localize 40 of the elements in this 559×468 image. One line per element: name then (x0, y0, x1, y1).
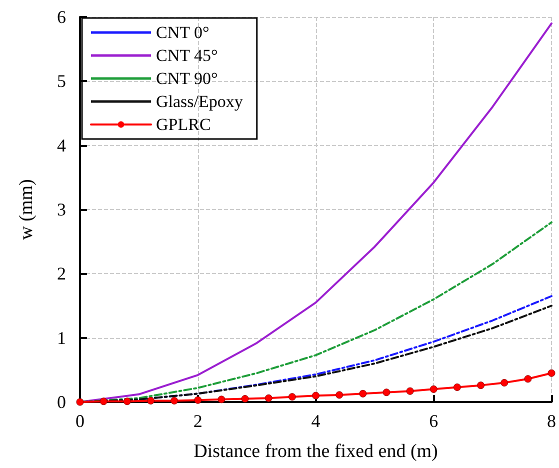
point (336, 391, 344, 399)
y-axis-title: w (mm) (16, 179, 37, 240)
point (76, 398, 84, 406)
point (123, 398, 131, 406)
point (477, 382, 485, 390)
legend-label: GPLRC (156, 115, 211, 134)
point (500, 379, 508, 386)
x-tick-label: 8 (547, 411, 556, 431)
legend-label: CNT 0° (156, 23, 210, 42)
y-tick-label: 3 (57, 200, 66, 220)
point (453, 383, 461, 391)
y-tick-label: 0 (57, 392, 66, 412)
y-tick-label: 4 (57, 135, 66, 156)
point (170, 396, 178, 404)
legend-label: CNT 90° (156, 69, 218, 88)
x-tick-label: 0 (76, 411, 84, 431)
x-axis-title: Distance from the fixed end (m) (194, 441, 438, 462)
point (359, 390, 367, 398)
point (218, 396, 226, 404)
x-tick-label: 4 (311, 411, 320, 431)
point (548, 369, 556, 377)
point (146, 396, 154, 404)
point (241, 395, 249, 403)
point (264, 394, 272, 402)
y-tick-label: 5 (57, 71, 66, 92)
point (406, 387, 414, 395)
legend-label: CNT 45° (156, 46, 218, 65)
legend-label: Glass/Epoxy (156, 92, 244, 111)
y-tick-label: 2 (57, 264, 66, 284)
y-tick-label: 1 (57, 328, 66, 348)
x-tick-label: 6 (429, 411, 438, 431)
point (100, 398, 108, 406)
point (288, 393, 296, 401)
x-tick-label: 2 (193, 411, 202, 431)
y-tick-label: 6 (57, 7, 66, 27)
point (524, 375, 532, 383)
point (382, 388, 390, 396)
point (194, 396, 202, 404)
point (312, 392, 320, 400)
point (430, 385, 438, 393)
